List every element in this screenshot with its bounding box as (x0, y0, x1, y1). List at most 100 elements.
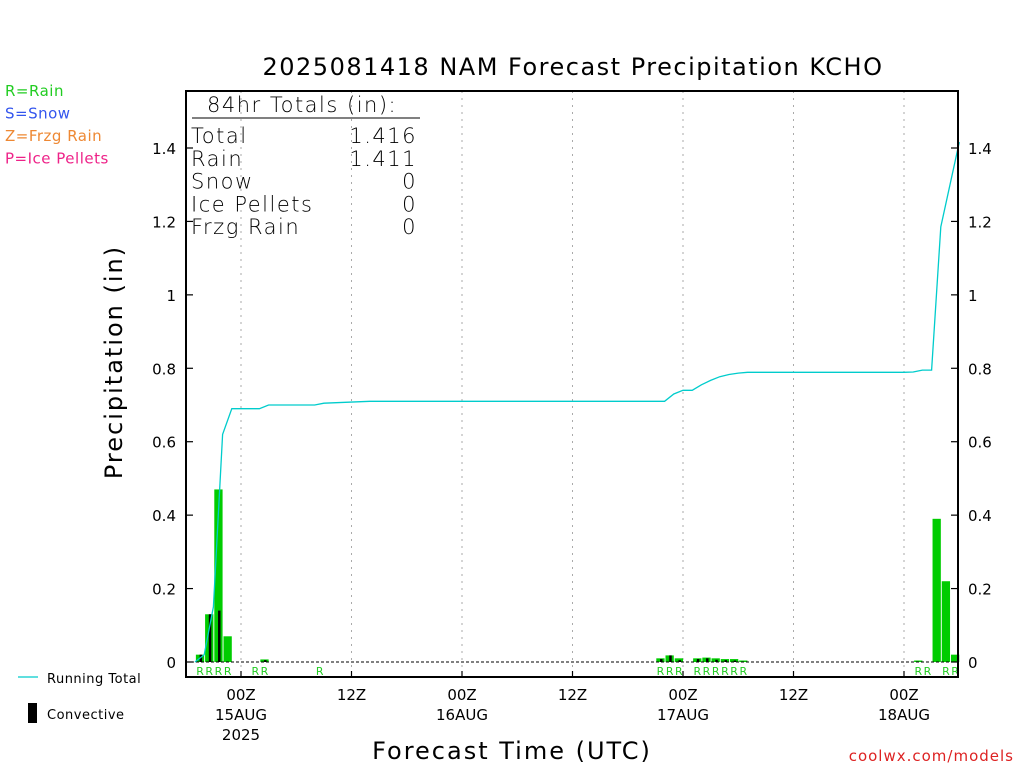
y-tick-label: 1 (166, 287, 176, 305)
convective-bar (678, 660, 681, 662)
convective-bar (696, 659, 700, 662)
x-tick-label: 12Z (779, 686, 808, 704)
y-tick-label: 0 (968, 654, 978, 672)
totals-value: 0 (402, 215, 417, 239)
y-tick-label: 1.4 (968, 140, 992, 158)
convective-bar (660, 659, 663, 662)
running-total-legend-label: Running Total (47, 672, 141, 687)
totals-value: 0 (402, 170, 417, 194)
convective-bar (264, 660, 267, 662)
totals-label: Rain (191, 147, 243, 171)
y-tick-label: 1.2 (968, 213, 992, 231)
totals-value: 1.411 (349, 147, 417, 171)
x-tick-label: 17AUG (657, 706, 709, 724)
ptype-mark: R (721, 665, 729, 678)
ptype-mark: R (205, 665, 213, 678)
ptype-mark: R (712, 665, 720, 678)
series-legend: Running Total Convective (18, 672, 141, 723)
totals-label: Total (191, 124, 248, 148)
convective-bar (733, 660, 737, 662)
x-tick-label: 15AUG (215, 706, 267, 724)
running-total-polyline (194, 141, 960, 663)
ptype-mark: R (666, 665, 674, 678)
running-total-line (194, 141, 960, 663)
precip-bar (950, 654, 960, 662)
x-tick-label: 2025 (222, 726, 260, 744)
y-axis-title: Precipitation (in) (100, 245, 128, 479)
precip-bar (223, 636, 232, 662)
ptype-mark: R (657, 665, 665, 678)
x-tick-label: 18AUG (878, 706, 930, 724)
convective-bar (199, 654, 203, 662)
x-tick-label: 12Z (337, 686, 366, 704)
ptype-mark: R (693, 665, 701, 678)
ptype-mark: R (224, 665, 232, 678)
ptype-mark: R (924, 665, 932, 678)
ptype-mark: R (739, 665, 747, 678)
y-tick-label: 0.2 (968, 581, 992, 599)
x-axis-title: Forecast Time (UTC) (372, 737, 652, 765)
ptype-legend-item: S=Snow (5, 105, 71, 123)
precip-bar (214, 489, 223, 662)
totals-box: 84hr Totals (in): Total 1.416 Rain 1.411 Snow… (191, 93, 420, 239)
convective-bar (669, 655, 672, 662)
ptype-legend-item: R=Rain (5, 82, 64, 100)
totals-label: Frzg Rain (191, 215, 300, 239)
ptype-mark: R (730, 665, 738, 678)
totals-label: Snow (191, 170, 254, 194)
y-tick-label: 0.4 (152, 507, 176, 525)
ptype-mark: R (215, 665, 223, 678)
x-tick-label: 12Z (558, 686, 587, 704)
convective-bar (724, 660, 727, 662)
totals-heading: 84hr Totals (in): (207, 93, 397, 117)
x-axis: 00Z 15AUG 2025 12Z 00Z 16AUG 12Z 00Z 17AUG 12Z 00Z… (215, 671, 930, 744)
ptype-mark: R (942, 665, 950, 678)
x-tick-label: 00Z (226, 686, 255, 704)
precip-bar (739, 660, 748, 662)
y-tick-label: 0.4 (968, 507, 992, 525)
ptype-mark: R (251, 665, 259, 678)
convective-bar (218, 610, 221, 662)
x-tick-label: 00Z (889, 686, 918, 704)
y-tick-label: 0.6 (968, 434, 992, 452)
precip-bar (914, 660, 923, 662)
convective-legend-swatch (28, 703, 37, 723)
credit-text: coolwx.com/models (849, 747, 1014, 765)
ptype-mark: R (261, 665, 269, 678)
ptype-mark: R (914, 665, 922, 678)
ptype-mark: R (196, 665, 204, 678)
precip-bar (932, 518, 941, 662)
totals-label: Ice Pellets (191, 192, 313, 216)
ptype-mark: R (703, 665, 711, 678)
convective-bar (706, 658, 709, 662)
y-tick-label: 0.6 (152, 434, 176, 452)
y-tick-label: 0.2 (152, 581, 176, 599)
convective-legend-label: Convective (47, 708, 125, 723)
ptype-mark: R (675, 665, 683, 678)
ptype-mark: R (951, 665, 959, 678)
x-tick-label: 16AUG (436, 706, 488, 724)
totals-value: 0 (402, 192, 417, 216)
convective-bar (715, 659, 718, 662)
y-tick-label: 1 (968, 287, 978, 305)
ptype-legend-item: Z=Frzg Rain (5, 127, 102, 145)
totals-value: 1.416 (349, 124, 417, 148)
convective-bars (199, 610, 737, 662)
precip-type-legend: R=Rain S=Snow Z=Frzg Rain P=Ice Pellets (5, 82, 109, 168)
precip-bar (941, 581, 951, 662)
ptype-legend-item: P=Ice Pellets (5, 150, 109, 168)
x-tick-label: 00Z (447, 686, 476, 704)
y-axis-right: 0 0.2 0.4 0.6 0.8 1 1.2 1.4 (951, 140, 992, 672)
y-axis-left: 0 0.2 0.4 0.6 0.8 1 1.2 1.4 (152, 140, 193, 672)
x-tick-label: 00Z (668, 686, 697, 704)
chart-title: 2025081418 NAM Forecast Precipitation KC… (263, 53, 884, 81)
y-tick-label: 1.4 (152, 140, 176, 158)
ptype-mark: R (316, 665, 324, 678)
y-tick-label: 0 (166, 654, 176, 672)
convective-bar (208, 614, 212, 662)
y-tick-label: 0.8 (968, 360, 992, 378)
y-tick-label: 0.8 (152, 360, 176, 378)
